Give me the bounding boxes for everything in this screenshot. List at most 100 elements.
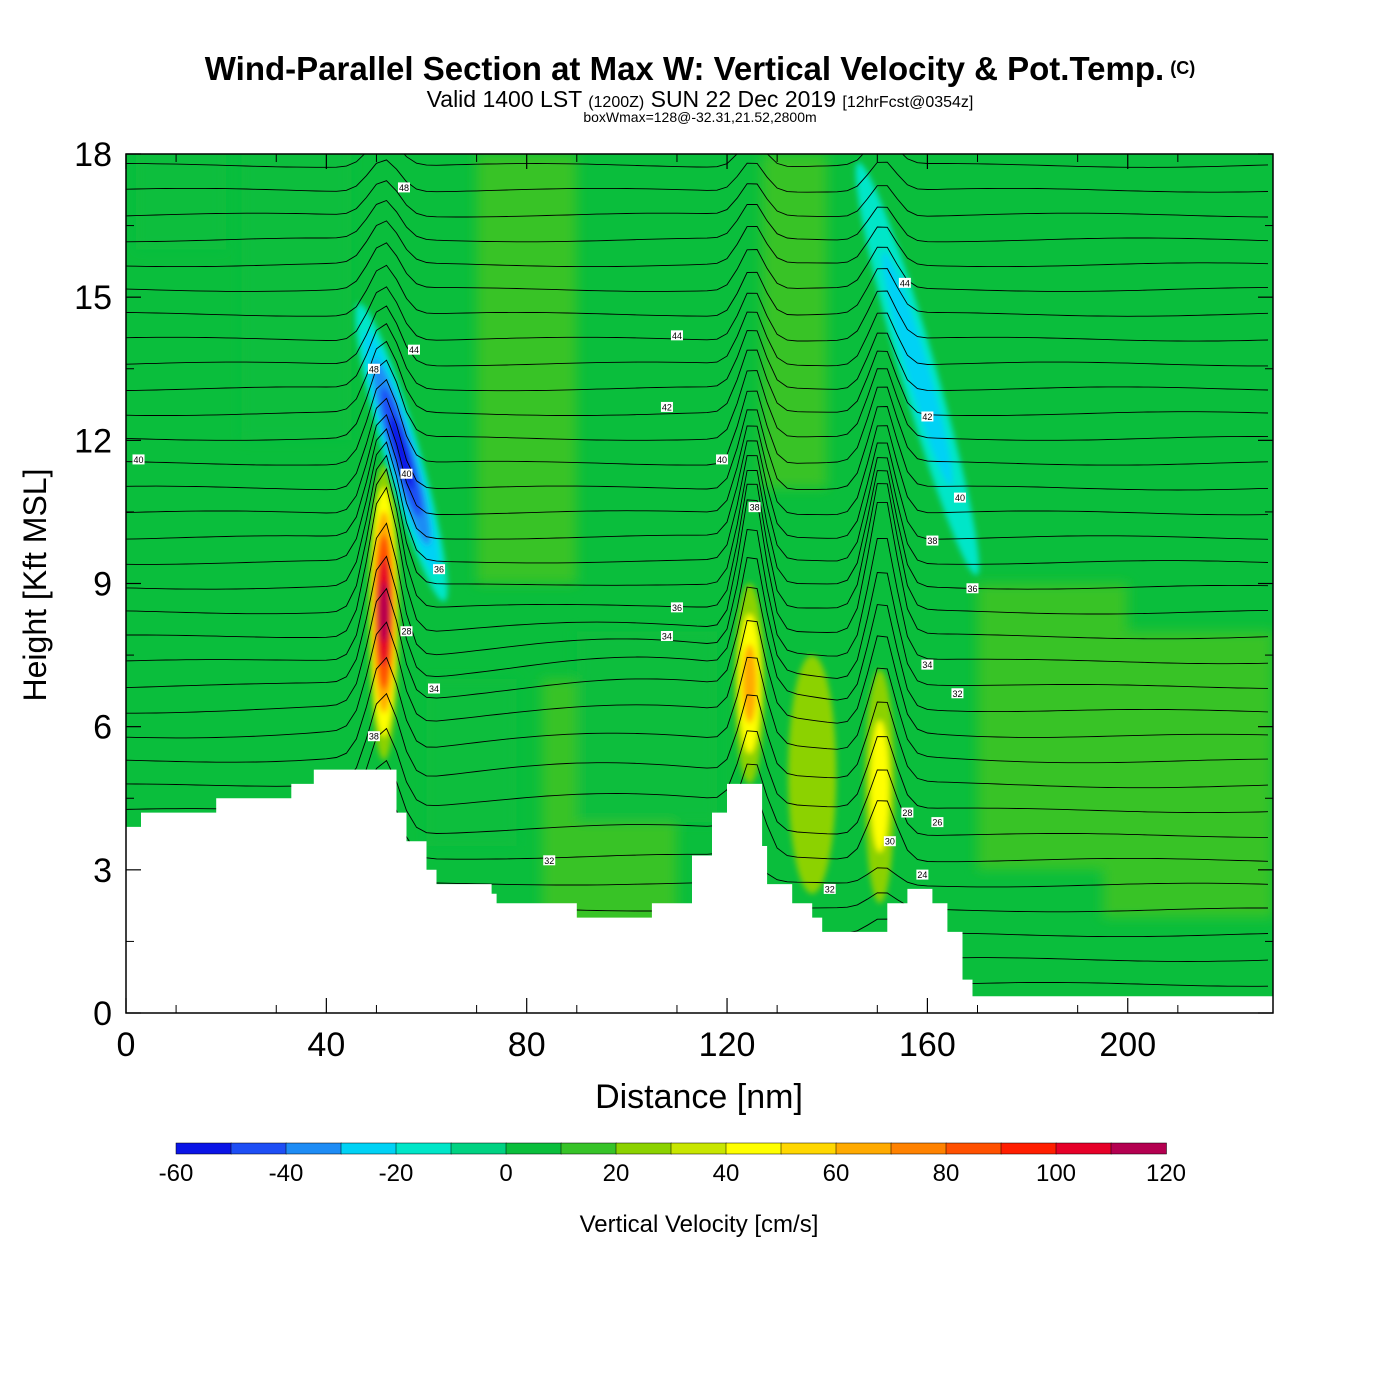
colorbar-tick-label: 0	[499, 1160, 512, 1187]
theta-contour-line	[126, 555, 1269, 689]
colorbar-tick-label: 40	[713, 1160, 740, 1187]
velocity-core-updraft	[734, 583, 765, 784]
contour-label: 32	[952, 689, 962, 699]
field-patch	[1102, 631, 1273, 918]
contour-label-box	[543, 855, 556, 866]
contour-label-box	[670, 330, 683, 341]
contour-label-box	[400, 468, 413, 479]
colorbar-tick-label: -40	[269, 1160, 304, 1187]
colorbar-tick-label: 100	[1036, 1160, 1076, 1187]
chart-title-text: Wind-Parallel Section at Max W: Vertical…	[204, 50, 1165, 87]
contour-label: 34	[429, 684, 439, 694]
colorbar-swatch	[395, 1142, 452, 1155]
theta-contour-line	[126, 454, 1269, 590]
contour-label: 44	[409, 345, 419, 355]
contour-label-box	[367, 363, 380, 374]
x-axis-label: Distance [nm]	[595, 1078, 803, 1116]
theta-contour-line	[126, 340, 1269, 416]
field-patch	[136, 154, 227, 250]
contour-label-box	[670, 602, 683, 613]
colorbar-tick-label: 60	[823, 1160, 850, 1187]
theta-contour-line	[126, 441, 1269, 565]
field-patch	[476, 154, 577, 584]
colorbar-swatch	[505, 1142, 562, 1155]
contour-label-box	[921, 411, 934, 422]
theta-contour-line	[126, 522, 1269, 665]
contour-label: 34	[922, 660, 932, 670]
theta-contour-line	[126, 286, 1269, 342]
subtitle-date: SUN 22 Dec 2019	[650, 86, 836, 112]
contour-label-box	[953, 492, 966, 503]
y-axis-label: Height [Kft MSL]	[17, 469, 53, 702]
theta-contour-line	[126, 159, 1269, 193]
colorbar-tick-label: -20	[379, 1160, 414, 1187]
contour-label-box	[921, 659, 934, 670]
contour-label-box	[901, 807, 914, 818]
velocity-band	[882, 252, 953, 486]
y-tick-label: 12	[74, 422, 112, 460]
contour-label: 42	[922, 412, 932, 422]
colorbar-swatch	[230, 1142, 287, 1155]
contour-label-box	[428, 683, 441, 694]
contour-label: 24	[917, 870, 927, 880]
y-tick-label: 15	[74, 279, 112, 317]
colorbar-tick-label: 80	[933, 1160, 960, 1187]
contour-label-box	[660, 630, 673, 641]
contour-label: 34	[662, 631, 672, 641]
contour-label: 38	[927, 536, 937, 546]
contour-label: 40	[134, 455, 144, 465]
colorbar-swatch	[835, 1142, 892, 1155]
chart-subtitle: Valid 1400 LST (1200Z) SUN 22 Dec 2019 […	[0, 86, 1400, 113]
contour-label-box	[951, 688, 964, 699]
colorbar-swatch	[670, 1142, 727, 1155]
colorbar-swatch	[890, 1142, 947, 1155]
theta-contour-line	[126, 620, 1269, 739]
contour-label-box	[408, 344, 421, 355]
colorbar-swatch	[780, 1142, 837, 1155]
contour-label: 38	[750, 503, 760, 513]
colorbar-swatch	[285, 1142, 342, 1155]
contour-label: 40	[717, 455, 727, 465]
colorbar-tick-label: -60	[159, 1160, 194, 1187]
colorbar: -60 -40 -20 0 20 40 60 80 100 120	[159, 1142, 1186, 1187]
colorbar-swatch	[615, 1142, 672, 1155]
field-patch	[762, 154, 828, 489]
contour-label: 28	[401, 627, 411, 637]
contour-label-box	[748, 502, 761, 513]
theta-contour-line	[126, 242, 1268, 292]
chart-title: Wind-Parallel Section at Max W: Vertical…	[0, 50, 1400, 88]
theta-contour-line	[126, 486, 1269, 640]
contour-label: 36	[967, 584, 977, 594]
theta-contour-line	[126, 180, 1269, 218]
contour-label-box	[898, 277, 911, 288]
colorbar-swatch	[340, 1142, 397, 1155]
contour-label: 28	[902, 808, 912, 818]
terrain-mask	[126, 769, 1273, 1013]
contour-label-box	[132, 454, 145, 465]
theta-contour-line	[126, 359, 1269, 441]
theta-contour-line	[126, 467, 1269, 615]
x-tick-label: 160	[899, 1026, 956, 1064]
contour-label: 44	[900, 278, 910, 288]
contour-label-box	[400, 626, 413, 637]
y-tick-label: 3	[93, 852, 112, 890]
velocity-band	[742, 644, 757, 724]
velocity-core-updraft	[368, 464, 399, 761]
y-tick-label: 0	[93, 995, 112, 1033]
x-tick-label: 120	[699, 1026, 756, 1064]
colorbar-swatch	[450, 1142, 507, 1155]
theta-contour-line	[126, 199, 1269, 243]
contour-label-box	[660, 401, 673, 412]
colorbar-swatch	[725, 1142, 782, 1155]
contour-label-box	[716, 454, 729, 465]
subtitle-valid: Valid 1400 LST	[426, 86, 582, 112]
contour-label-box	[966, 583, 979, 594]
contour-label-box	[883, 836, 896, 847]
contour-label-box	[926, 535, 939, 546]
colorbar-swatch	[1000, 1142, 1057, 1155]
contour-label: 40	[955, 493, 965, 503]
contour-label-box	[916, 869, 929, 880]
colorbar-swatch	[1055, 1142, 1112, 1155]
colorbar-swatch	[945, 1142, 1002, 1155]
